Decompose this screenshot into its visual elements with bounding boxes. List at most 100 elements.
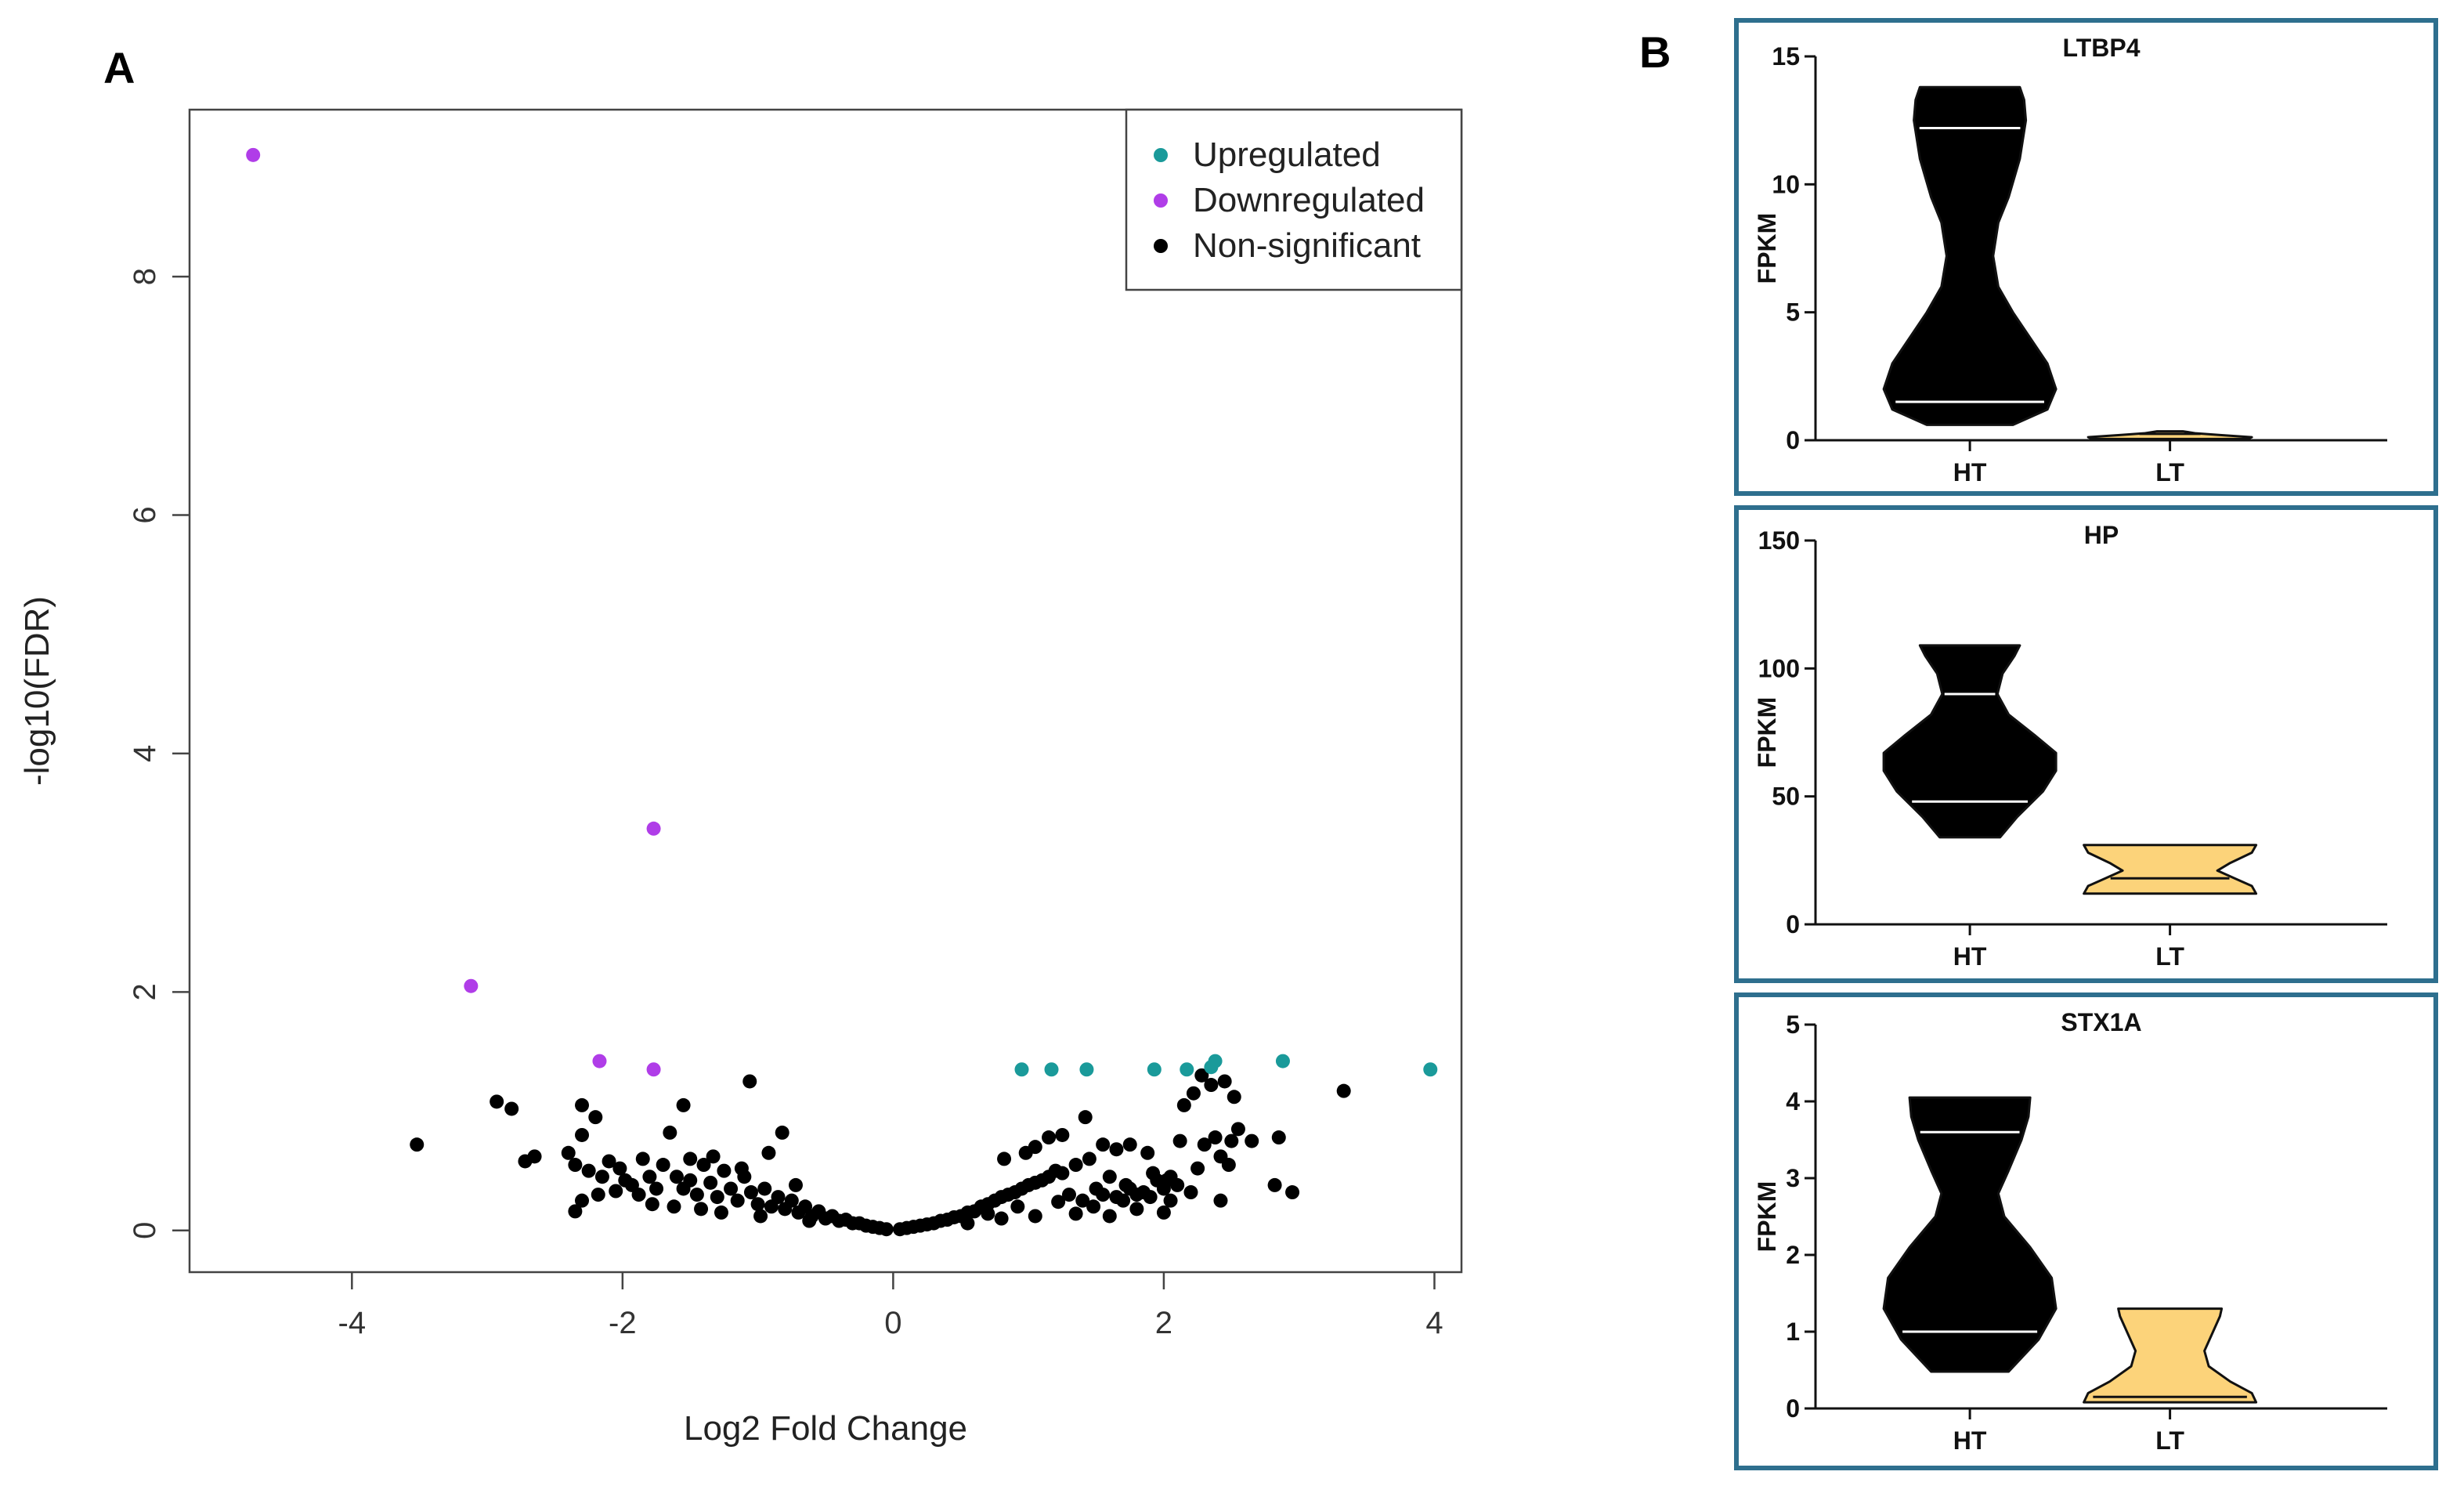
non-significant-point	[696, 1158, 711, 1173]
violin-x-tick-label: HT	[1953, 1426, 1987, 1455]
non-significant-point	[1227, 1090, 1241, 1105]
upregulated-point	[1180, 1062, 1194, 1077]
non-significant-point	[1186, 1086, 1201, 1101]
violin-panel-hp: 0 50 100 150 HP FPKM HT LT	[1734, 505, 2438, 983]
non-significant-point	[410, 1137, 425, 1152]
non-significant-point	[1194, 1068, 1209, 1083]
non-significant-point	[706, 1149, 721, 1164]
violin-title: HP	[2084, 521, 2119, 549]
non-significant-point	[771, 1190, 786, 1205]
violin-lt	[2083, 1307, 2258, 1404]
upregulated-point	[1147, 1062, 1162, 1077]
x-tick-label: 0	[884, 1306, 901, 1340]
violin-panel-ltbp4: 0 5 10 15 LTBP4 FPKM HT LT	[1734, 18, 2438, 496]
legend-non-significant-marker	[1154, 239, 1168, 253]
non-significant-point	[609, 1184, 623, 1199]
non-significant-point	[1086, 1199, 1101, 1214]
volcano-plot: -4 -2 0 2 4 0 2 4 6 8 Log2 Fold Change -log10(FDR…	[18, 108, 1463, 1448]
non-significant-point	[575, 1193, 590, 1208]
non-significant-point	[1230, 1122, 1245, 1137]
non-significant-point	[1109, 1142, 1124, 1157]
non-significant-point	[1102, 1170, 1117, 1184]
panel-a-label: A	[103, 43, 135, 92]
non-significant-point	[717, 1163, 732, 1178]
volcano-plot-frame	[188, 108, 1463, 1274]
non-significant-point	[667, 1199, 681, 1214]
upregulated-point	[1275, 1054, 1290, 1068]
non-significant-point	[656, 1158, 670, 1173]
non-significant-point	[1156, 1205, 1171, 1220]
non-significant-point	[1172, 1133, 1187, 1148]
downregulated-point	[592, 1054, 607, 1068]
legend-box	[1125, 108, 1463, 291]
non-significant-point	[1028, 1140, 1042, 1155]
y-tick-label: 8	[128, 268, 162, 285]
non-significant-point	[1096, 1137, 1111, 1152]
non-significant-point	[1096, 1188, 1111, 1202]
non-significant-point	[788, 1177, 803, 1192]
violin-y-tick-label: 50	[1772, 783, 1800, 811]
non-significant-point	[645, 1197, 659, 1212]
non-significant-point	[631, 1188, 646, 1202]
legend-downregulated-marker	[1154, 193, 1168, 208]
non-significant-point	[1217, 1074, 1232, 1089]
non-significant-point	[1075, 1193, 1090, 1208]
violin-panel-frame	[1734, 18, 2438, 496]
non-significant-point	[1190, 1161, 1205, 1176]
violin-y-tick-label: 0	[1786, 1394, 1800, 1423]
x-tick-label: 2	[1155, 1306, 1172, 1340]
non-significant-point	[1208, 1130, 1223, 1145]
non-significant-point	[724, 1181, 739, 1196]
violin-y-tick-label: 2	[1786, 1241, 1800, 1269]
violin-x-tick-label: LT	[2155, 1426, 2184, 1455]
legend-upregulated-marker	[1154, 148, 1168, 162]
non-significant-point	[1028, 1209, 1042, 1224]
violin-y-tick-label: 100	[1758, 654, 1800, 682]
non-significant-point	[879, 1222, 894, 1237]
non-significant-point	[734, 1161, 749, 1176]
non-significant-point	[1116, 1193, 1131, 1208]
violin-y-axis-label: FPKM	[1753, 697, 1781, 768]
violin-y-tick-label: 150	[1758, 526, 1800, 555]
y-tick-label: 6	[128, 506, 162, 523]
non-significant-point	[1055, 1166, 1070, 1180]
violin-y-tick-label: 3	[1786, 1164, 1800, 1192]
violin-y-tick-label: 15	[1772, 42, 1800, 71]
legend-non-significant-label: Non-significant	[1193, 226, 1421, 265]
upregulated-point	[1423, 1062, 1438, 1077]
downregulated-point	[646, 1062, 661, 1077]
non-significant-point	[802, 1213, 817, 1228]
violin-y-tick-label: 4	[1786, 1087, 1800, 1115]
violin-panel-frame	[1734, 505, 2438, 983]
non-significant-point	[997, 1152, 1012, 1166]
non-significant-point	[649, 1181, 664, 1196]
non-significant-point	[1204, 1078, 1219, 1093]
non-significant-point	[1271, 1130, 1286, 1145]
violin-panel-stx1a: 0 1 2 3 4 5 STX1A FPKM HT LT	[1734, 992, 2438, 1470]
non-significant-point	[1129, 1202, 1144, 1217]
non-significant-point	[612, 1161, 627, 1176]
violin-lt	[2086, 430, 2253, 440]
y-tick-label: 4	[128, 745, 162, 762]
violin-x-tick-label: LT	[2155, 942, 2184, 971]
upregulated-point	[1208, 1054, 1223, 1068]
non-significant-point	[1336, 1083, 1351, 1098]
non-significant-point	[960, 1216, 975, 1231]
violin-panel-frame	[1734, 992, 2438, 1470]
non-significant-point	[663, 1125, 677, 1140]
non-significant-point	[527, 1149, 542, 1164]
non-significant-point	[1122, 1137, 1137, 1152]
non-significant-point	[669, 1170, 684, 1184]
non-significant-point	[575, 1127, 590, 1142]
violin-x-tick-label: HT	[1953, 942, 1987, 971]
non-significant-point	[761, 1145, 776, 1160]
non-significant-point	[504, 1101, 519, 1116]
non-significant-point	[591, 1188, 605, 1202]
volcano-x-axis-label: Log2 Fold Change	[684, 1409, 967, 1448]
non-significant-point	[775, 1125, 789, 1140]
non-significant-point	[730, 1193, 745, 1208]
panel-b-label: B	[1639, 27, 1671, 77]
non-significant-point	[703, 1175, 718, 1190]
violin-ht	[1882, 85, 2058, 426]
non-significant-point	[676, 1097, 691, 1112]
